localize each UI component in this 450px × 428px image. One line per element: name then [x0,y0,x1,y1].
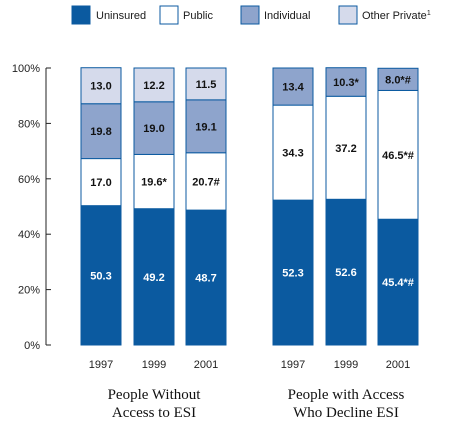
legend-label-uninsured: Uninsured [96,10,146,22]
x-tick-label: 2001 [194,359,218,371]
group-title-line: People with Access [288,387,405,403]
bar-segment-uninsured [272,199,314,346]
data-label-uninsured: 50.3 [90,270,111,282]
data-label-uninsured: 49.2 [143,272,164,284]
data-label-individual: 19.1 [195,121,216,133]
legend: Uninsured Public Individual Other Private1 [71,5,431,25]
bar-segment-public [185,152,227,211]
data-label-public: 34.3 [282,148,303,160]
data-label-public: 37.2 [335,143,356,155]
bar-segment-public [377,89,419,220]
data-label-other_private: 12.2 [143,80,164,92]
bar-segment-individual [325,67,367,97]
x-tick-label: 1999 [142,359,166,371]
legend-swatch-public [159,5,179,25]
data-label-public: 20.7# [192,176,220,188]
data-label-other_private: 11.5 [196,79,217,91]
data-label-public: 17.0 [90,177,111,189]
data-label-individual: 10.3* [333,77,359,89]
bar-segment-other_private [80,67,122,105]
group-title-line: People Without [108,387,202,403]
x-tick-label: 1997 [89,359,113,371]
legend-label-other_private: Other Private1 [362,10,431,22]
legend-label-public: Public [183,10,213,22]
x-tick-label: 1997 [281,359,305,371]
bar-segment-uninsured [80,205,122,346]
group-title-line: Access to ESI [112,405,196,421]
bar-segment-uninsured [325,198,367,346]
bar-segment-individual [80,103,122,160]
bar-segment-uninsured [133,208,175,346]
bar-segment-individual [272,67,314,106]
data-label-uninsured: 52.3 [282,268,303,280]
data-label-public: 19.6* [141,177,167,189]
y-tick-label: 0% [24,340,40,352]
bar-segment-individual [133,101,175,155]
data-label-public: 46.5*# [382,150,414,162]
group-title-line: Who Decline ESI [293,405,399,421]
x-axis: 1997 1999 2001 1997 1999 2001 [89,359,410,371]
y-tick-label: 60% [18,174,40,186]
legend-swatch-other_private [338,5,358,25]
group-titles: People Without Access to ESI People with A… [108,387,405,421]
bar-segment-public [80,158,122,207]
legend-swatch-individual [240,5,260,25]
legend-label-individual: Individual [264,10,310,22]
data-label-individual: 13.4 [282,82,304,94]
bar-segment-individual [185,99,227,154]
y-tick-label: 20% [18,285,40,297]
data-label-individual: 19.0 [143,123,164,135]
bars: 50.3 17.0 19.8 13.0 49.2 19.6* 19.0 12.2 48.7 20.… [80,67,419,346]
x-tick-label: 1999 [334,359,358,371]
y-tick-label: 100% [12,63,40,75]
data-label-uninsured: 45.4*# [382,277,414,289]
bar-segment-individual [377,67,419,91]
data-label-individual: 19.8 [90,126,111,138]
bar-segment-uninsured [377,218,419,346]
x-tick-label: 2001 [386,359,410,371]
bar-segment-uninsured [185,209,227,346]
y-axis: 0% 20% 40% 60% 80% 100% [12,63,51,352]
bar-segment-public [272,104,314,201]
bar-segment-public [133,153,175,210]
y-tick-label: 80% [18,118,40,130]
data-label-uninsured: 52.6 [335,267,356,279]
data-label-other_private: 13.0 [90,81,111,93]
y-tick-label: 40% [18,229,40,241]
legend-swatch-uninsured [71,5,91,25]
bar-segment-public [325,95,367,200]
bar-segment-other_private [133,67,175,103]
bar-segment-other_private [185,67,227,101]
data-label-uninsured: 48.7 [195,273,216,285]
data-label-individual: 8.0*# [385,74,411,86]
